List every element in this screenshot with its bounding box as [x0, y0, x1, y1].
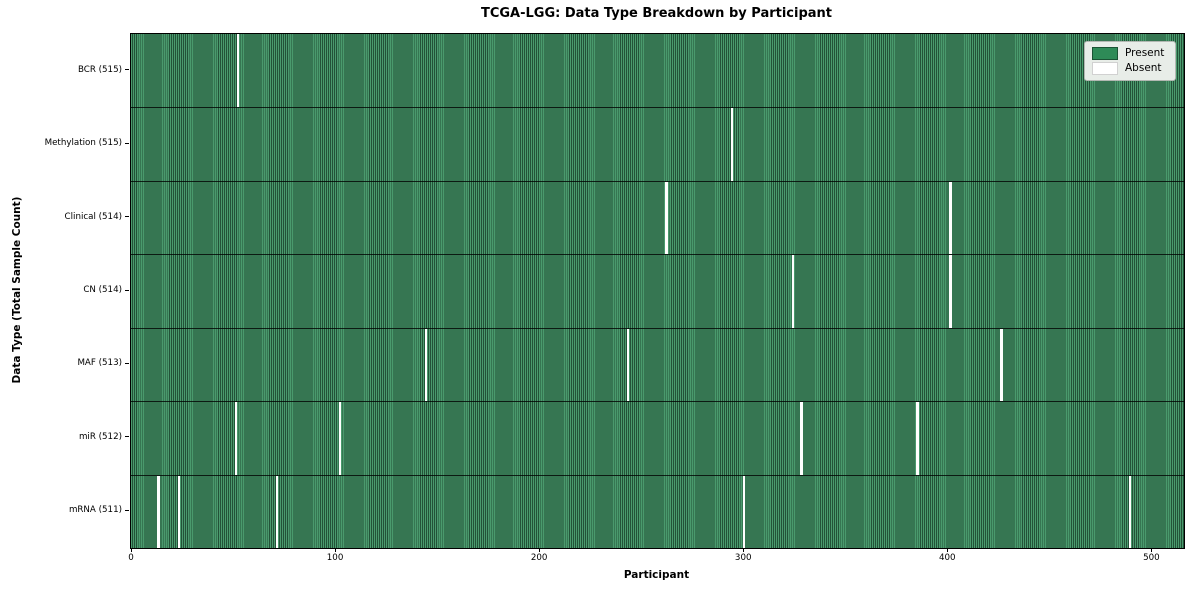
absent-line — [234, 402, 238, 475]
x-tick-label: 500 — [1143, 553, 1160, 563]
legend-item-absent: Absent — [1092, 62, 1168, 75]
x-tick-mark — [130, 548, 132, 552]
x-tick-mark — [538, 548, 540, 552]
absent-line — [157, 475, 160, 548]
y-tick-mark — [125, 509, 129, 511]
y-tick-mark — [125, 362, 129, 364]
heatmap-row-Methylation — [131, 107, 1184, 181]
absent-line — [949, 181, 952, 255]
absent-line — [665, 181, 668, 255]
absent-line — [743, 475, 746, 548]
absent-line — [424, 328, 428, 402]
absent-line — [275, 475, 279, 548]
heatmap-row-MAF — [131, 327, 1184, 402]
legend: Present Absent — [1084, 41, 1176, 81]
y-tick-mark — [125, 142, 129, 144]
x-tick-mark — [742, 548, 744, 552]
x-tick-label: 0 — [128, 553, 134, 563]
absent-line — [236, 34, 240, 108]
absent-line — [949, 255, 952, 328]
x-tick-mark — [1150, 548, 1152, 552]
absent-line — [730, 108, 734, 181]
absent-line — [177, 475, 181, 548]
plot-area — [130, 33, 1185, 549]
x-tick-mark — [334, 548, 336, 552]
x-tick-mark — [946, 548, 948, 552]
y-tick-label: miR (512) — [78, 431, 122, 442]
absent-line — [1128, 475, 1132, 548]
legend-label-absent: Absent — [1125, 62, 1162, 74]
y-tick-mark — [125, 436, 129, 438]
x-tick-label: 100 — [326, 553, 344, 563]
heatmap-row-miR — [131, 401, 1184, 475]
y-tick-mark — [125, 69, 129, 71]
y-tick-mark — [125, 216, 129, 218]
y-tick-label: Methylation (515) — [44, 138, 122, 149]
heatmap-row-Clinical — [131, 180, 1184, 255]
legend-item-present: Present — [1092, 47, 1168, 60]
x-tick-label: 400 — [939, 553, 956, 563]
heatmap-row-BCR — [131, 34, 1184, 108]
y-tick-mark — [125, 289, 129, 291]
x-tick-label: 200 — [530, 553, 548, 563]
chart-title: TCGA-LGG: Data Type Breakdown by Partici… — [480, 6, 833, 21]
absent-swatch-icon — [1092, 62, 1118, 75]
x-tick-label: 300 — [734, 553, 752, 563]
heatmap-row-mRNA — [131, 474, 1184, 548]
present-swatch-icon — [1092, 47, 1118, 60]
absent-line — [800, 402, 803, 475]
y-tick-label: CN (514) — [83, 285, 122, 295]
y-tick-label: BCR (515) — [77, 64, 122, 75]
absent-line — [626, 328, 630, 402]
heatmap-row-CN — [131, 254, 1184, 328]
x-axis-title: Participant — [623, 569, 690, 581]
y-tick-label: MAF (513) — [77, 358, 122, 369]
absent-line — [792, 255, 795, 328]
y-tick-label: mRNA (511) — [68, 505, 122, 516]
legend-label-present: Present — [1125, 47, 1165, 59]
absent-line — [338, 402, 342, 475]
absent-line — [916, 402, 919, 475]
y-tick-label: Clinical (514) — [64, 211, 122, 222]
absent-line — [1000, 328, 1003, 402]
